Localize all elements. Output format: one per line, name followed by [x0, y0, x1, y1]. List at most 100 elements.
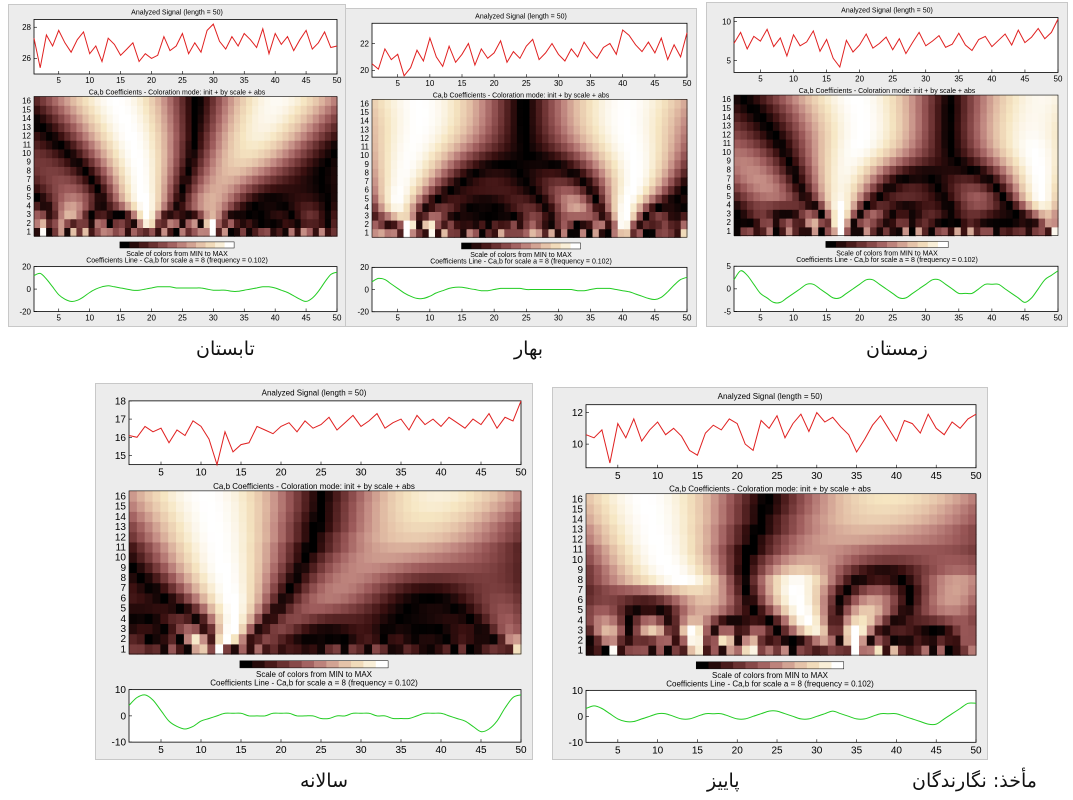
- spring-heatmap-cell: [460, 211, 468, 221]
- summer-heatmap-cell: [94, 183, 102, 194]
- autumn-heatmap-cell: [710, 624, 720, 636]
- autumn-scale-label: 5: [577, 605, 583, 616]
- annual-heatmap-cell: [301, 633, 310, 645]
- summer-heatmap-cell: [46, 140, 53, 150]
- spring-heatmap-cell: [403, 211, 411, 221]
- winter-heatmap-cell: [896, 156, 904, 166]
- spring-heatmap-cell: [674, 211, 682, 221]
- autumn-heatmap-cell: [765, 645, 774, 656]
- winter-heatmap-cell: [876, 218, 884, 228]
- winter-heatmap-cell: [915, 182, 923, 193]
- annual-heatmap-cell: [364, 511, 373, 523]
- spring-heatmap-cell: [453, 107, 461, 118]
- annual-heatmap-cell: [372, 623, 381, 635]
- winter-heatmap-cell: [896, 174, 904, 184]
- annual-heatmap-cell: [348, 511, 357, 523]
- winter-heatmap-cell: [908, 103, 917, 114]
- spring-heatmap-cell: [491, 159, 499, 169]
- winter-heatmap-cell: [934, 112, 942, 122]
- annual-heatmap-cell: [450, 582, 459, 594]
- summer-heatmap-cell: [197, 227, 205, 237]
- annual-heatmap-cell: [309, 643, 318, 655]
- summer-heatmap-cell: [167, 175, 174, 185]
- summer-colorbar-swatch: [215, 241, 226, 248]
- spring-heatmap-cell: [409, 133, 417, 144]
- winter-heatmap-cell: [1019, 130, 1027, 140]
- spring-heatmap-cell: [529, 202, 537, 212]
- autumn-heatmap-cell: [781, 544, 790, 555]
- spring-heatmap-cell: [567, 159, 575, 169]
- winter-heatmap-cell: [896, 226, 904, 237]
- summer-heatmap-cell: [294, 209, 302, 220]
- spring-coef-ytick-label: 0: [365, 285, 370, 294]
- summer-heatmap-cell: [197, 96, 205, 106]
- annual-heatmap-cell: [285, 643, 295, 655]
- winter-heatmap-cell: [870, 165, 878, 175]
- spring-heatmap-cell: [453, 151, 461, 161]
- autumn-heatmap-cell: [765, 493, 774, 505]
- spring-heatmap-cell: [548, 194, 556, 204]
- winter-heatmap-cell: [837, 138, 845, 149]
- winter-heatmap-cell: [772, 130, 780, 140]
- autumn-heatmap-cell: [664, 574, 673, 586]
- summer-heatmap-cell: [76, 157, 84, 167]
- annual-heatmap-cell: [450, 603, 459, 614]
- summer-heatmap-cell: [149, 131, 156, 141]
- winter-heatmap-cell: [993, 156, 1001, 166]
- annual-heatmap-cell: [372, 643, 381, 655]
- autumn-heatmap-cell: [929, 594, 938, 606]
- winter-heatmap-cell: [960, 226, 968, 237]
- spring-heatmap-cell: [435, 211, 442, 221]
- summer-heatmap-cell: [58, 140, 65, 150]
- annual-heatmap-cell: [144, 531, 154, 543]
- autumn-heatmap-cell: [773, 564, 782, 576]
- summer-scale-label: 5: [27, 193, 32, 202]
- spring-heatmap-cell: [378, 159, 386, 169]
- summer-heatmap-cell: [312, 201, 320, 211]
- autumn-heatmap-cell: [843, 513, 852, 525]
- autumn-heatmap-cell: [882, 645, 891, 656]
- annual-heatmap-cell: [230, 531, 240, 543]
- summer-heatmap-cell: [64, 209, 71, 220]
- spring-heatmap-cell: [548, 107, 556, 118]
- spring-heatmap-cell: [397, 125, 405, 135]
- autumn-heatmap-cell: [796, 594, 805, 606]
- summer-heatmap-cell: [46, 175, 53, 185]
- summer-heatmap-cell: [155, 148, 162, 159]
- summer-heatmap-cell: [94, 192, 102, 202]
- annual-heatmap-cell: [160, 572, 169, 584]
- winter-heatmap-cell: [973, 147, 981, 158]
- summer-heatmap-cell: [40, 148, 47, 159]
- winter-heatmap-cell: [889, 191, 897, 202]
- autumn-heatmap-cell: [726, 624, 735, 636]
- spring-heatmap-cell: [479, 211, 486, 221]
- autumn-heatmap-cell: [944, 584, 954, 596]
- winter-heatmap-cell: [1051, 130, 1059, 140]
- winter-heatmap-cell: [1012, 165, 1020, 175]
- autumn-heatmap-cell: [804, 634, 813, 646]
- autumn-heatmap-cell: [835, 503, 844, 515]
- annual-heatmap-cell: [183, 623, 193, 635]
- winter-heatmap-cell: [1038, 165, 1046, 175]
- summer-heatmap-cell: [46, 209, 53, 220]
- summer-heatmap-cell: [330, 96, 338, 106]
- annual-heatmap-cell: [254, 511, 263, 523]
- annual-heatmap-cell: [223, 623, 232, 635]
- autumn-heatmap-cell: [679, 584, 688, 596]
- winter-heatmap-cell: [889, 209, 897, 219]
- winter-heatmap-cell: [857, 174, 865, 184]
- autumn-heatmap-cell: [859, 594, 868, 606]
- spring-heatmap-cell: [460, 99, 468, 109]
- spring-heatmap-cell: [428, 99, 436, 109]
- winter-heatmap-cell: [740, 182, 748, 193]
- spring-heatmap-cell: [384, 220, 392, 230]
- autumn-heatmap-cell: [968, 544, 977, 555]
- winter-heatmap-cell: [844, 112, 852, 122]
- summer-heatmap-cell: [34, 113, 41, 124]
- autumn-heatmap-cell: [734, 523, 743, 535]
- autumn-heatmap-cell: [820, 634, 829, 646]
- summer-heatmap-cell: [300, 218, 308, 228]
- summer-heatmap-cell: [64, 166, 71, 176]
- annual-heatmap-cell: [215, 541, 224, 553]
- spring-heatmap-cell: [567, 99, 575, 109]
